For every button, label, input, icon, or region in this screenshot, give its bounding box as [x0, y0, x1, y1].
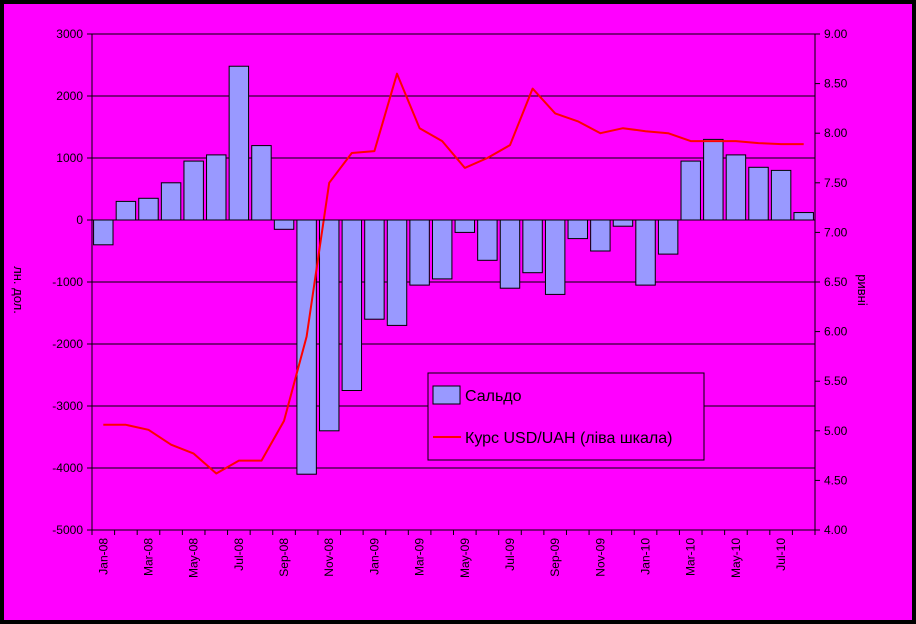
bar-Aug-08 — [251, 145, 272, 221]
right-tick-label-8.50: 8.50 — [824, 77, 848, 91]
x-tick-label-Jul-09: Jul-09 — [503, 538, 517, 571]
bar-Mar-08 — [138, 197, 159, 221]
x-tick-label-Mar-09: Mar-09 — [413, 538, 427, 576]
right-tick-label-7.50: 7.50 — [824, 176, 848, 190]
x-tick-label-Sep-09: Sep-09 — [548, 538, 562, 577]
legend: Сальдо Курс USD/UAH (ліва шкала) — [427, 372, 705, 461]
right-tick-label-4.00: 4.00 — [824, 523, 848, 537]
bar-Apr-09 — [431, 219, 453, 280]
x-tick-label-Jan-08: Jan-08 — [96, 538, 110, 575]
bar-Nov-08 — [319, 219, 340, 432]
bar-Apr-08 — [160, 182, 182, 221]
x-tick-label-Mar-08: Mar-08 — [142, 538, 156, 576]
right-tick-label-4.50: 4.50 — [824, 473, 848, 487]
left-tick-label-1000: 1000 — [56, 151, 83, 165]
x-tick-label-Jul-08: Jul-08 — [232, 538, 246, 571]
bar-Nov-09 — [590, 219, 611, 252]
x-tick-label-May-08: May-08 — [187, 538, 201, 578]
x-tick-label-Nov-09: Nov-09 — [593, 538, 607, 577]
x-tick-label-Jan-09: Jan-09 — [367, 538, 381, 575]
left-axis-title: лн. дол. — [11, 266, 26, 314]
bar-Apr-10 — [703, 138, 724, 221]
bar-Aug-09 — [522, 219, 543, 274]
legend-label-rate: Курс USD/UAH (ліва шкала) — [465, 430, 672, 447]
bar-Jul-09 — [499, 219, 521, 289]
x-tick-label-Nov-08: Nov-08 — [322, 538, 336, 577]
bar-Feb-09 — [386, 219, 408, 326]
chart-area-background — [4, 4, 912, 620]
bar-May-09 — [454, 219, 476, 233]
left-tick-label-3000: 3000 — [56, 27, 83, 41]
x-tick-label-May-10: May-10 — [729, 538, 743, 578]
bar-Feb-08 — [115, 200, 137, 221]
right-tick-label-5.00: 5.00 — [824, 424, 848, 438]
legend-bar-swatch — [432, 385, 461, 405]
right-axis-title: ривні — [855, 274, 870, 306]
bar-Jan-08 — [93, 219, 114, 246]
bar-Jul-10 — [770, 169, 792, 221]
right-tick-label-6.50: 6.50 — [824, 275, 848, 289]
x-tick-label-Sep-08: Sep-08 — [277, 538, 291, 577]
bar-Mar-09 — [409, 219, 430, 286]
left-axis-ticks: -5000 -4000 -3000 -2000 -1000 0 1000 2000 3000 — [52, 27, 92, 537]
x-tick-label-May-09: May-09 — [458, 538, 472, 578]
bar-Jun-10 — [748, 166, 769, 221]
legend-label-saldo: Сальдо — [465, 388, 522, 405]
x-tick-label-Mar-10: Mar-10 — [684, 538, 698, 576]
x-tick-label-Jul-10: Jul-10 — [774, 538, 788, 571]
right-tick-label-7.00: 7.00 — [824, 225, 848, 239]
bar-Jan-09 — [364, 219, 385, 320]
left-tick-label--4000: -4000 — [52, 461, 83, 475]
legend-box — [427, 372, 705, 461]
bars-layer — [93, 65, 814, 475]
left-tick-label--2000: -2000 — [52, 337, 83, 351]
bar-May-10 — [725, 154, 747, 221]
bar-Oct-09 — [567, 219, 588, 240]
right-axis-ticks: 4.00 4.50 5.00 5.50 6.00 6.50 7.00 7.50 8.00 8.50… — [815, 27, 848, 537]
line-layer — [103, 72, 804, 475]
left-tick-label-0: 0 — [76, 213, 83, 227]
bar-Sep-09 — [544, 219, 566, 295]
left-tick-label--3000: -3000 — [52, 399, 83, 413]
bar-Jun-08 — [206, 154, 227, 221]
left-tick-label--5000: -5000 — [52, 523, 83, 537]
bar-Oct-08 — [296, 219, 317, 475]
bar-Jun-09 — [477, 219, 498, 261]
right-tick-label-5.50: 5.50 — [824, 374, 848, 388]
bar-Sep-08 — [273, 219, 295, 230]
bar-Aug-10 — [793, 212, 814, 221]
bar-Mar-10 — [680, 160, 701, 221]
bar-May-08 — [183, 160, 204, 221]
bar-Jan-10 — [635, 219, 656, 286]
bar-Dec-09 — [612, 219, 634, 227]
right-tick-label-9.00: 9.00 — [824, 27, 848, 41]
left-tick-label-2000: 2000 — [56, 89, 83, 103]
bar-Dec-08 — [341, 219, 363, 391]
bar-Feb-10 — [657, 219, 679, 255]
left-tick-label--1000: -1000 — [52, 275, 83, 289]
x-axis-ticks: Jan-08 Mar-08 May-08 Jul-08 Sep-08 Nov-08 Jan-… — [91, 530, 816, 578]
rate-series-line — [103, 72, 804, 475]
bar-Jul-08 — [228, 65, 250, 221]
x-tick-label-Jan-10: Jan-10 — [639, 538, 653, 575]
right-tick-label-8.00: 8.00 — [824, 126, 848, 140]
right-tick-label-6.00: 6.00 — [824, 325, 848, 339]
